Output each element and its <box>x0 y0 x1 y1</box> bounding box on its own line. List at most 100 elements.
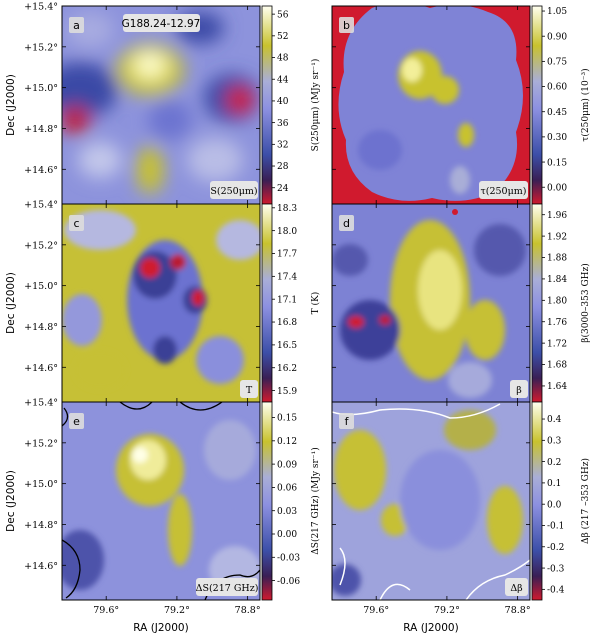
y-tick-label: +15.0° <box>24 83 58 94</box>
colorbar-tick-label: 1.68 <box>547 361 567 371</box>
panel-c-colorbar <box>261 203 273 403</box>
colorbar-tick-label: 44 <box>277 75 289 85</box>
x-tick-label: 79.2° <box>434 605 460 616</box>
colorbar-tick-label: 1.76 <box>547 318 567 328</box>
colorbar-tick-label: 0.00 <box>547 183 567 193</box>
panel-b: b τ(250μm) 1.05 0.90 0.75 0.60 0.45 0.30 0.15 0… <box>331 5 591 205</box>
colorbar-tick-label: 1.64 <box>547 382 567 392</box>
colorbar-tick-label: -0.3 <box>547 564 565 574</box>
y-axis-label-c: Dec (J2000) <box>5 272 17 334</box>
colorbar-tick-label: 0.1 <box>547 479 561 489</box>
colorbar-tick-label: 1.88 <box>547 254 567 264</box>
colorbar-tick-label: 0.30 <box>547 133 567 143</box>
panel-d: d β 1.96 1.92 1.88 1.84 1.80 1.76 1.72 1.68 1.64… <box>331 203 591 403</box>
colorbar-tick-label: 0.15 <box>277 414 297 424</box>
panel-f-letter: f <box>345 415 350 428</box>
panel-e-colorbar <box>261 401 273 601</box>
colorbar-tick-label: 0.00 <box>277 530 297 540</box>
panel-e: e ΔS(217 GHz) 0.15 0.12 0.09 0.06 0.03 0.00 -0… <box>61 401 321 601</box>
colorbar-tick-label: 18.3 <box>277 204 297 214</box>
panel-b-colorbar-label: τ(250μm) (10⁻³) <box>580 68 591 141</box>
colorbar-tick-label: 52 <box>277 32 288 42</box>
x-tick-label: 79.6° <box>363 605 389 616</box>
colorbar-tick-label: 0.60 <box>547 83 567 93</box>
x-tick-label: 79.6° <box>93 605 119 616</box>
panel-e-letter: e <box>73 415 80 428</box>
colorbar-tick-label: 0.90 <box>547 32 567 42</box>
panel-c-colorbar-label: T (K) <box>310 292 321 315</box>
x-axis-ticks: 79.6° 79.2° 78.8° 79.6° 79.2° 78.8° <box>93 6 531 616</box>
colorbar-tick-label: 18.0 <box>277 227 297 237</box>
colorbar-tick-label: 1.05 <box>547 7 567 17</box>
colorbar-tick-label: 1.84 <box>547 275 567 285</box>
panel-a-heatmap <box>62 6 260 204</box>
colorbar-tick-label: 15.9 <box>277 387 297 397</box>
panel-c-heatmap <box>62 204 260 402</box>
panel-b-letter: b <box>343 19 350 32</box>
panel-d-colorbar <box>531 203 543 403</box>
colorbar-tick-label: -0.06 <box>277 577 300 587</box>
y-tick-label: +14.6° <box>24 165 58 176</box>
colorbar-tick-label: 28 <box>277 162 289 172</box>
panel-a: a G188.24-12.97 S(250μm) 56 52 48 44 40 36 32 2… <box>61 5 321 205</box>
colorbar-tick-label: 1.72 <box>547 339 567 349</box>
colorbar-tick-label: 0.2 <box>547 458 561 468</box>
x-axis-label-right: RA (J2000) <box>403 622 458 634</box>
panel-e-map-label: ΔS(217 GHz) <box>196 583 259 594</box>
colorbar-tick-label: 0.15 <box>547 158 567 168</box>
panel-b-colorbar-ticks: 1.05 0.90 0.75 0.60 0.45 0.30 0.15 0.00 <box>542 7 567 193</box>
colorbar-tick-label: 48 <box>277 54 289 64</box>
y-tick-label: +14.8° <box>24 520 58 531</box>
x-axis-label-left: RA (J2000) <box>133 622 188 634</box>
panel-d-map-label: β <box>516 385 522 396</box>
colorbar-tick-label: 17.1 <box>277 295 297 305</box>
colorbar-tick-label: 24 <box>277 184 289 194</box>
panel-b-map-label: τ(250μm) <box>481 186 527 197</box>
y-axis-label-a: Dec (J2000) <box>5 74 17 136</box>
panel-c-map-label: T <box>246 385 253 396</box>
y-tick-label: +15.0° <box>24 281 58 292</box>
panel-c-letter: c <box>73 217 79 230</box>
panel-d-colorbar-ticks: 1.96 1.92 1.88 1.84 1.80 1.76 1.72 1.68 1.64 <box>542 211 567 392</box>
colorbar-tick-label: 17.4 <box>277 273 297 283</box>
colorbar-tick-label: 0.03 <box>277 507 297 517</box>
y-tick-label: +15.2° <box>24 240 58 251</box>
y-tick-label: +15.4° <box>24 200 58 211</box>
panel-d-colorbar-label: β(3000–353 GHz) <box>580 263 591 342</box>
y-tick-label: +14.6° <box>24 363 58 374</box>
panel-a-map-label: S(250μm) <box>210 186 257 197</box>
y-tick-label: +15.0° <box>24 479 58 490</box>
colorbar-tick-label: 1.96 <box>547 211 567 221</box>
panel-d-heatmap <box>332 204 530 402</box>
y-tick-label: +14.8° <box>24 322 58 333</box>
colorbar-tick-label: 1.80 <box>547 297 567 307</box>
x-tick-label: 78.8° <box>235 605 261 616</box>
colorbar-tick-label: 17.7 <box>277 250 297 260</box>
colorbar-tick-label: 0.09 <box>277 460 297 470</box>
colorbar-tick-label: 16.2 <box>277 364 297 374</box>
panel-a-title: G188.24-12.97 <box>122 18 201 30</box>
colorbar-tick-label: 0.4 <box>547 415 562 425</box>
colorbar-tick-label: 0.06 <box>277 484 297 494</box>
panel-a-colorbar-label: S(250μm) (MJy sr⁻¹) <box>310 59 321 152</box>
colorbar-tick-label: 40 <box>277 97 289 107</box>
colorbar-tick-label: 0.12 <box>277 437 297 447</box>
colorbar-tick-label: 1.92 <box>547 232 567 242</box>
colorbar-tick-label: 0.45 <box>547 108 567 118</box>
colorbar-tick-label: 16.5 <box>277 341 297 351</box>
panel-f-heatmap <box>332 402 530 600</box>
panel-e-colorbar-ticks: 0.15 0.12 0.09 0.06 0.03 0.00 -0.03 -0.06 <box>272 414 300 587</box>
x-tick-label: 78.8° <box>505 605 531 616</box>
panel-c-colorbar-ticks: 18.3 18.0 17.7 17.4 17.1 16.8 16.5 16.2 15.9 <box>272 204 297 397</box>
colorbar-tick-label: -0.2 <box>547 543 564 553</box>
y-axis-ticks-left: +15.4° +15.2° +15.0° +14.8° +14.6° +15.4° +15.… <box>24 2 530 572</box>
y-tick-label: +15.4° <box>24 398 58 409</box>
y-tick-label: +14.6° <box>24 561 58 572</box>
panel-f-colorbar-label: Δβ (217 –353 GHz) <box>580 458 591 544</box>
panel-f-map-label: Δβ <box>510 583 523 594</box>
colorbar-tick-label: 0.3 <box>547 437 562 447</box>
y-tick-label: +15.2° <box>24 438 58 449</box>
panel-b-heatmap <box>332 6 530 204</box>
panel-a-colorbar-ticks: 56 52 48 44 40 36 32 28 24 <box>272 10 289 194</box>
